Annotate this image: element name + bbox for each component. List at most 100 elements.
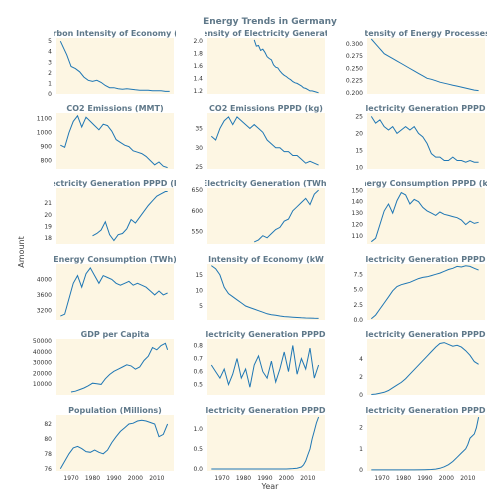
x-tick-label: 2000 <box>128 475 143 482</box>
panel-3: Intensity of Energy Processes (0.200 0.22… <box>346 29 487 97</box>
x-tick-label: 1980 <box>236 475 251 482</box>
y-tick-label: 1100 <box>37 116 52 123</box>
x-tick-label: 1970 <box>214 475 229 482</box>
panel-10: Energy Consumption (TWh) 3200 3600 4000 <box>37 255 176 320</box>
series-line <box>70 342 169 393</box>
panel-background <box>207 188 325 244</box>
y-tick-label: 40000 <box>33 349 52 356</box>
panel-background <box>56 113 174 169</box>
y-tick-label: 2 <box>359 425 363 432</box>
y-tick-label: 0.0 <box>193 466 203 473</box>
y-tick-label: 0.5 <box>193 446 203 453</box>
panel-title: CO2 Emissions PPPD (kg) <box>209 104 323 113</box>
y-tick-label: 0.0 <box>353 317 363 324</box>
y-tick-label: 80 <box>44 436 52 443</box>
panel-background <box>367 264 485 320</box>
panel-title: Energy Consumption PPPD (kW <box>355 179 496 188</box>
panel-title: Electricity Generation (TWh) <box>202 179 330 188</box>
panel-16: Population (Millions) 76 78 80 82 1970 1980 199… <box>44 406 174 482</box>
y-tick-label: 15 <box>195 272 203 279</box>
panel-9: Energy Consumption PPPD (kW 110 120 130 140 1… <box>352 179 496 244</box>
panel-18: Electricity Generation PPPD (0 1 2 1970 1980… <box>359 406 492 482</box>
y-tick-label: 10 <box>195 287 203 294</box>
y-tick-label: 5.0 <box>353 287 363 294</box>
y-tick-label: 0.7 <box>193 356 203 363</box>
y-tick-label: 1.4 <box>193 75 203 82</box>
series-line <box>60 266 168 317</box>
panel-15: Electricity Generation PPPD ( 0 2 4 <box>359 330 492 399</box>
panel-background <box>207 339 325 395</box>
y-axis-label: Amount <box>17 236 26 267</box>
y-tick-label: 10000 <box>33 381 52 388</box>
panels-grid: Carbon Intensity of Economy (kg012345Int… <box>33 29 496 482</box>
y-tick-label: 78 <box>44 451 52 458</box>
panel-title: Electricity Generation PPPD ( <box>200 406 332 415</box>
y-tick-label: 0 <box>359 392 363 399</box>
y-tick-label: 30000 <box>33 360 52 367</box>
panel-4: CO2 Emissions (MMT) 800 900 1000 1100 <box>37 104 174 169</box>
y-tick-label: 4 <box>359 356 363 363</box>
y-tick-label: 800 <box>41 158 53 165</box>
panel-background <box>56 339 174 395</box>
y-tick-label: 7.5 <box>353 271 363 278</box>
y-tick-label: 150 <box>352 187 364 194</box>
panel-title: Electricity Generation PPPD ( <box>360 330 492 339</box>
y-tick-label: 2 <box>48 70 52 77</box>
y-tick-label: 10 <box>355 164 363 171</box>
y-tick-label: 19 <box>44 224 52 231</box>
panel-title: Intensity of Electricity Generation <box>189 29 342 38</box>
panel-2: Intensity of Electricity Generation 1.2 1.… <box>189 29 342 95</box>
panel-background <box>367 38 485 94</box>
panel-background <box>207 113 325 169</box>
y-tick-label: 3 <box>48 59 52 66</box>
panel-5: CO2 Emissions PPPD (kg) 25 30 35 <box>195 104 325 171</box>
x-tick-label: 1980 <box>396 475 411 482</box>
y-tick-label: 5 <box>199 303 203 310</box>
y-tick-label: 900 <box>41 144 53 151</box>
series-line <box>370 116 479 163</box>
y-tick-label: 2 <box>359 374 363 381</box>
series-line <box>60 114 168 169</box>
x-tick-label: 1970 <box>374 475 389 482</box>
panel-title: Electricity Generation PPPD ( <box>360 104 492 113</box>
series-line <box>371 342 479 395</box>
x-tick-label: 2010 <box>460 475 475 482</box>
y-tick-label: 1.0 <box>193 426 203 433</box>
y-tick-label: 20000 <box>33 370 52 377</box>
panel-1: Carbon Intensity of Economy (kg 0 1 2 3 4 5 <box>48 29 176 98</box>
panel-13: GDP per Capita 10000 20000 30000 40000 50000 <box>33 330 174 395</box>
y-tick-label: 21 <box>44 200 52 207</box>
panel-7: Electricity Generation PPPD (kW 18 19 20 21 <box>44 179 176 244</box>
y-tick-label: 2.5 <box>353 302 363 309</box>
y-tick-label: 3600 <box>37 292 52 299</box>
y-tick-label: 76 <box>44 466 52 473</box>
series-line <box>211 265 319 319</box>
panel-title: Electricity Generation PPPD ( <box>200 330 332 339</box>
y-tick-label: 18 <box>44 235 52 242</box>
series-line <box>210 345 320 388</box>
panel-background <box>56 188 174 244</box>
y-tick-label: 1.8 <box>193 51 203 58</box>
y-tick-label: 1.2 <box>193 88 203 95</box>
y-tick-label: 0 <box>48 91 52 98</box>
y-tick-label: 110 <box>352 233 364 240</box>
x-tick-label: 2010 <box>300 475 315 482</box>
y-tick-label: 4000 <box>37 276 52 283</box>
x-tick-label: 2010 <box>149 475 164 482</box>
y-tick-label: 25 <box>195 164 203 171</box>
panel-background <box>56 415 174 471</box>
y-tick-label: 600 <box>192 208 204 215</box>
y-tick-label: 0.225 <box>346 78 363 85</box>
y-tick-label: 0.250 <box>346 65 363 72</box>
x-tick-label: 1990 <box>257 475 272 482</box>
figure-title: Energy Trends in Germany <box>203 17 337 27</box>
y-tick-label: 140 <box>352 199 364 206</box>
y-tick-label: 82 <box>44 421 52 428</box>
y-tick-label: 20 <box>355 130 363 137</box>
y-tick-label: 0.200 <box>346 90 363 97</box>
y-tick-label: 50000 <box>33 338 52 345</box>
x-tick-label: 1990 <box>417 475 432 482</box>
y-tick-label: 3200 <box>37 307 52 314</box>
panel-title: Electricity Generation PPPD ( <box>360 406 492 415</box>
